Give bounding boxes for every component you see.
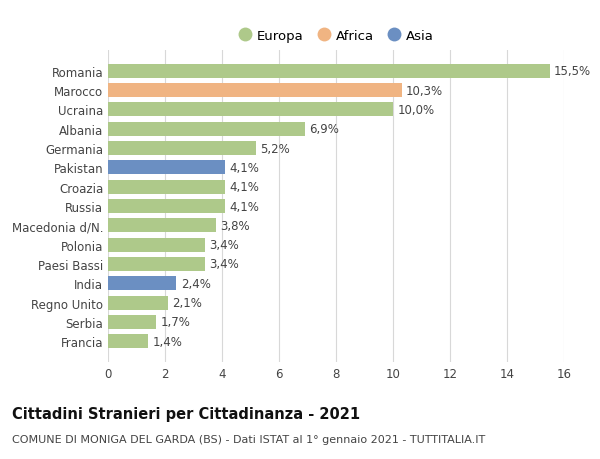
Text: 10,3%: 10,3%	[406, 84, 443, 97]
Bar	[108, 277, 176, 291]
Bar	[108, 315, 157, 329]
Text: 2,4%: 2,4%	[181, 277, 211, 290]
Bar	[108, 123, 305, 136]
Bar	[108, 296, 168, 310]
Text: 4,1%: 4,1%	[229, 181, 259, 194]
Bar	[108, 257, 205, 271]
Text: 3,8%: 3,8%	[221, 219, 250, 232]
Text: 10,0%: 10,0%	[397, 104, 434, 117]
Text: 4,1%: 4,1%	[229, 200, 259, 213]
Bar	[108, 238, 205, 252]
Text: Cittadini Stranieri per Cittadinanza - 2021: Cittadini Stranieri per Cittadinanza - 2…	[12, 406, 360, 421]
Text: 1,7%: 1,7%	[161, 316, 191, 329]
Text: 4,1%: 4,1%	[229, 162, 259, 174]
Bar	[108, 200, 225, 213]
Bar	[108, 335, 148, 348]
Text: COMUNE DI MONIGA DEL GARDA (BS) - Dati ISTAT al 1° gennaio 2021 - TUTTITALIA.IT: COMUNE DI MONIGA DEL GARDA (BS) - Dati I…	[12, 434, 485, 444]
Bar	[108, 161, 225, 175]
Legend: Europa, Africa, Asia: Europa, Africa, Asia	[235, 26, 437, 47]
Text: 2,1%: 2,1%	[172, 297, 202, 309]
Bar	[108, 103, 393, 117]
Text: 3,4%: 3,4%	[209, 258, 239, 271]
Text: 15,5%: 15,5%	[554, 65, 591, 78]
Bar	[108, 65, 550, 78]
Bar	[108, 142, 256, 156]
Text: 6,9%: 6,9%	[309, 123, 339, 136]
Bar	[108, 180, 225, 194]
Text: 1,4%: 1,4%	[152, 335, 182, 348]
Bar	[108, 84, 401, 98]
Text: 3,4%: 3,4%	[209, 239, 239, 252]
Text: 5,2%: 5,2%	[260, 142, 290, 155]
Bar	[108, 219, 217, 233]
